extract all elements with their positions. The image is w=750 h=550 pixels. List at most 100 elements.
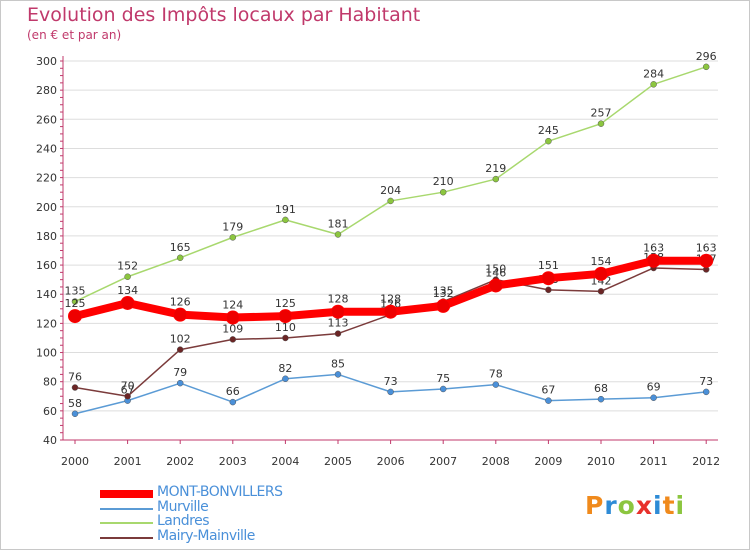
legend-label: MONT-BONVILLERS [157,484,283,500]
data-label: 163 [643,242,664,255]
data-point [229,234,237,241]
data-label: 76 [68,371,82,384]
data-label: 284 [643,67,664,80]
data-label: 70 [121,379,135,392]
y-tick-label: 140 [36,288,57,301]
legend-swatch [100,507,153,510]
y-tick-label: 300 [36,55,57,68]
data-label: 85 [331,357,345,370]
data-point [387,388,394,396]
y-tick-label: 160 [36,259,57,272]
y-tick-label: 80 [43,376,57,389]
data-label: 179 [222,220,243,233]
logo-letter: t [662,491,676,520]
data-point [282,334,289,342]
data-point [282,216,289,224]
logo-letter: i [675,491,686,520]
logo-letter: r [604,491,618,520]
data-label: 181 [328,217,349,230]
data-point [71,298,79,305]
data-point [173,307,188,322]
data-point [71,410,79,418]
data-label: 151 [538,259,559,272]
data-point [545,286,552,294]
data-label: 66 [226,385,240,398]
data-point [597,395,605,403]
chart-subtitle: (en € et par an) [27,28,122,42]
data-label: 132 [433,287,454,300]
y-tick-label: 280 [36,84,57,97]
data-label: 245 [538,124,559,137]
data-label: 135 [65,285,86,298]
data-point [176,254,184,262]
data-point [124,273,131,280]
data-point [541,271,556,286]
legend-swatch [100,490,153,498]
data-point [334,231,342,238]
data-label: 102 [170,333,191,346]
data-point [646,253,661,268]
x-tick-label: 2010 [587,455,615,468]
x-tick-label: 2007 [429,455,457,468]
data-label: 128 [328,293,349,306]
chart-title: Evolution des Impôts locaux par Habitant [27,4,421,26]
data-point [488,278,503,293]
logo-letter: x [635,491,653,520]
data-point [439,385,447,393]
data-label: 67 [541,384,555,397]
data-point [383,304,398,319]
data-point [225,310,240,325]
data-point [176,346,184,353]
y-tick-label: 180 [36,230,57,243]
data-point [278,309,293,324]
legend-swatch [100,536,153,539]
data-label: 150 [485,263,506,276]
data-label: 78 [489,368,503,381]
data-point [331,304,345,319]
x-tick-label: 2001 [114,455,142,468]
data-point [545,137,552,145]
data-point [650,394,657,401]
x-tick-label: 2008 [482,455,510,468]
data-label: 257 [591,107,612,120]
data-label: 126 [170,296,191,309]
data-label: 79 [173,366,187,379]
data-point [229,336,237,343]
data-point [702,388,710,396]
logo-letter: i [653,491,663,520]
data-point [282,375,289,383]
x-tick-label: 2006 [377,455,405,468]
data-label: 163 [696,242,717,255]
proxiti-logo: Proxiti [585,491,685,520]
data-point [334,330,342,337]
data-label: 124 [222,299,243,312]
data-label: 204 [380,184,401,197]
y-tick-label: 260 [36,113,57,126]
logo-letter: P [585,491,605,520]
data-label: 152 [117,260,138,273]
y-tick-label: 220 [36,172,57,185]
x-tick-label: 2005 [324,455,352,468]
legend-label: Mairy-Mainville [157,527,255,544]
data-label: 146 [485,266,506,279]
data-point [71,384,79,391]
data-label: 68 [594,382,608,395]
legend-swatch [100,522,153,524]
data-label: 109 [222,322,243,335]
x-tick-label: 2011 [640,455,668,468]
data-label: 75 [436,372,450,385]
y-tick-label: 40 [43,434,57,447]
data-label: 191 [275,203,296,216]
x-tick-label: 2003 [219,455,247,468]
data-point [597,120,605,127]
data-label: 73 [384,375,398,388]
data-point [492,175,500,183]
data-label: 69 [647,381,661,394]
data-label: 165 [170,241,191,254]
data-point [436,298,451,313]
data-label: 113 [328,317,349,330]
data-label: 125 [275,297,296,310]
data-label: 110 [275,321,296,334]
y-tick-label: 60 [43,405,57,418]
